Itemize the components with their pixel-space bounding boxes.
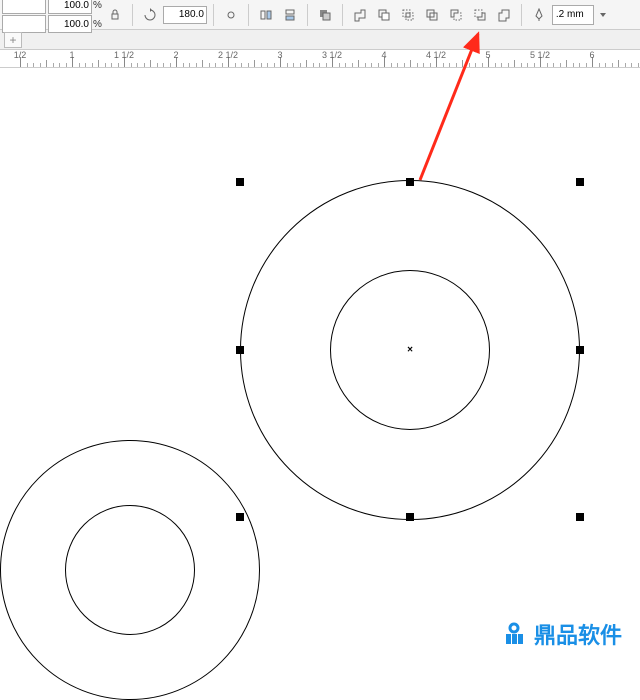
scale-fields: % % xyxy=(48,0,102,33)
percent-unit: % xyxy=(93,0,102,11)
selection-handle[interactable] xyxy=(406,513,414,521)
selection-handle[interactable] xyxy=(576,513,584,521)
watermark: 鼎品软件 xyxy=(500,618,622,650)
rotate-icon[interactable] xyxy=(139,4,161,26)
ruler-label: 4 xyxy=(381,50,386,60)
dropdown-arrow-icon[interactable] xyxy=(596,4,610,26)
selection-handle[interactable] xyxy=(406,178,414,186)
selection-handle[interactable] xyxy=(236,178,244,186)
ruler-label: 3 1/2 xyxy=(322,50,342,60)
ruler-label: 6 xyxy=(589,50,594,60)
outline-width-value: .2 mm xyxy=(553,9,593,20)
pos-y-input[interactable] xyxy=(2,15,46,33)
ruler-label: 4 1/2 xyxy=(426,50,446,60)
watermark-logo-icon xyxy=(500,620,528,648)
front-minus-back-icon[interactable] xyxy=(445,4,467,26)
add-tab-button[interactable]: + xyxy=(4,32,22,48)
order-icon[interactable] xyxy=(314,4,336,26)
scale-x-input[interactable] xyxy=(48,0,92,14)
boundary-icon[interactable] xyxy=(493,4,515,26)
watermark-text: 鼎品软件 xyxy=(534,618,622,650)
selection-handle[interactable] xyxy=(236,346,244,354)
separator xyxy=(248,4,249,26)
selection-handle[interactable] xyxy=(236,513,244,521)
outline-width-dropdown[interactable]: .2 mm xyxy=(552,5,594,25)
ruler-label: 5 1/2 xyxy=(530,50,550,60)
separator xyxy=(342,4,343,26)
empty-fields xyxy=(2,0,46,33)
small-inner-circle[interactable] xyxy=(65,505,195,635)
ruler-label: 1/2 xyxy=(14,50,27,60)
intersect-icon[interactable] xyxy=(397,4,419,26)
mirror-h-icon[interactable] xyxy=(255,4,277,26)
selection-center[interactable]: × xyxy=(407,345,413,356)
separator xyxy=(307,4,308,26)
separator xyxy=(132,4,133,26)
ruler-label: 5 xyxy=(485,50,490,60)
selection-handle[interactable] xyxy=(576,178,584,186)
ruler-label: 2 1/2 xyxy=(218,50,238,60)
lock-ratio-icon[interactable] xyxy=(104,4,126,26)
back-minus-front-icon[interactable] xyxy=(469,4,491,26)
trim-icon[interactable] xyxy=(373,4,395,26)
percent-unit: % xyxy=(93,19,102,30)
ruler-label: 1 1/2 xyxy=(114,50,134,60)
scale-y-input[interactable] xyxy=(48,15,92,33)
mirror-v-icon[interactable] xyxy=(279,4,301,26)
ruler-label: 3 xyxy=(277,50,282,60)
ruler-label: 2 xyxy=(173,50,178,60)
selection-handle[interactable] xyxy=(576,346,584,354)
tab-bar: + xyxy=(0,30,640,50)
mirror-point-icon[interactable] xyxy=(220,4,242,26)
weld-icon[interactable] xyxy=(349,4,371,26)
property-bar: % % xyxy=(0,0,640,30)
drawing-canvas[interactable]: × xyxy=(0,68,640,660)
pen-icon[interactable] xyxy=(528,4,550,26)
pos-x-input[interactable] xyxy=(2,0,46,14)
rotation-input[interactable] xyxy=(163,6,207,24)
horizontal-ruler[interactable]: 1/2 1 1 1/2 2 2 1/2 3 3 1/2 4 4 1/2 5 5 1/2 6 xyxy=(0,50,640,68)
simplify-icon[interactable] xyxy=(421,4,443,26)
separator xyxy=(521,4,522,26)
separator xyxy=(213,4,214,26)
ruler-label: 1 xyxy=(69,50,74,60)
